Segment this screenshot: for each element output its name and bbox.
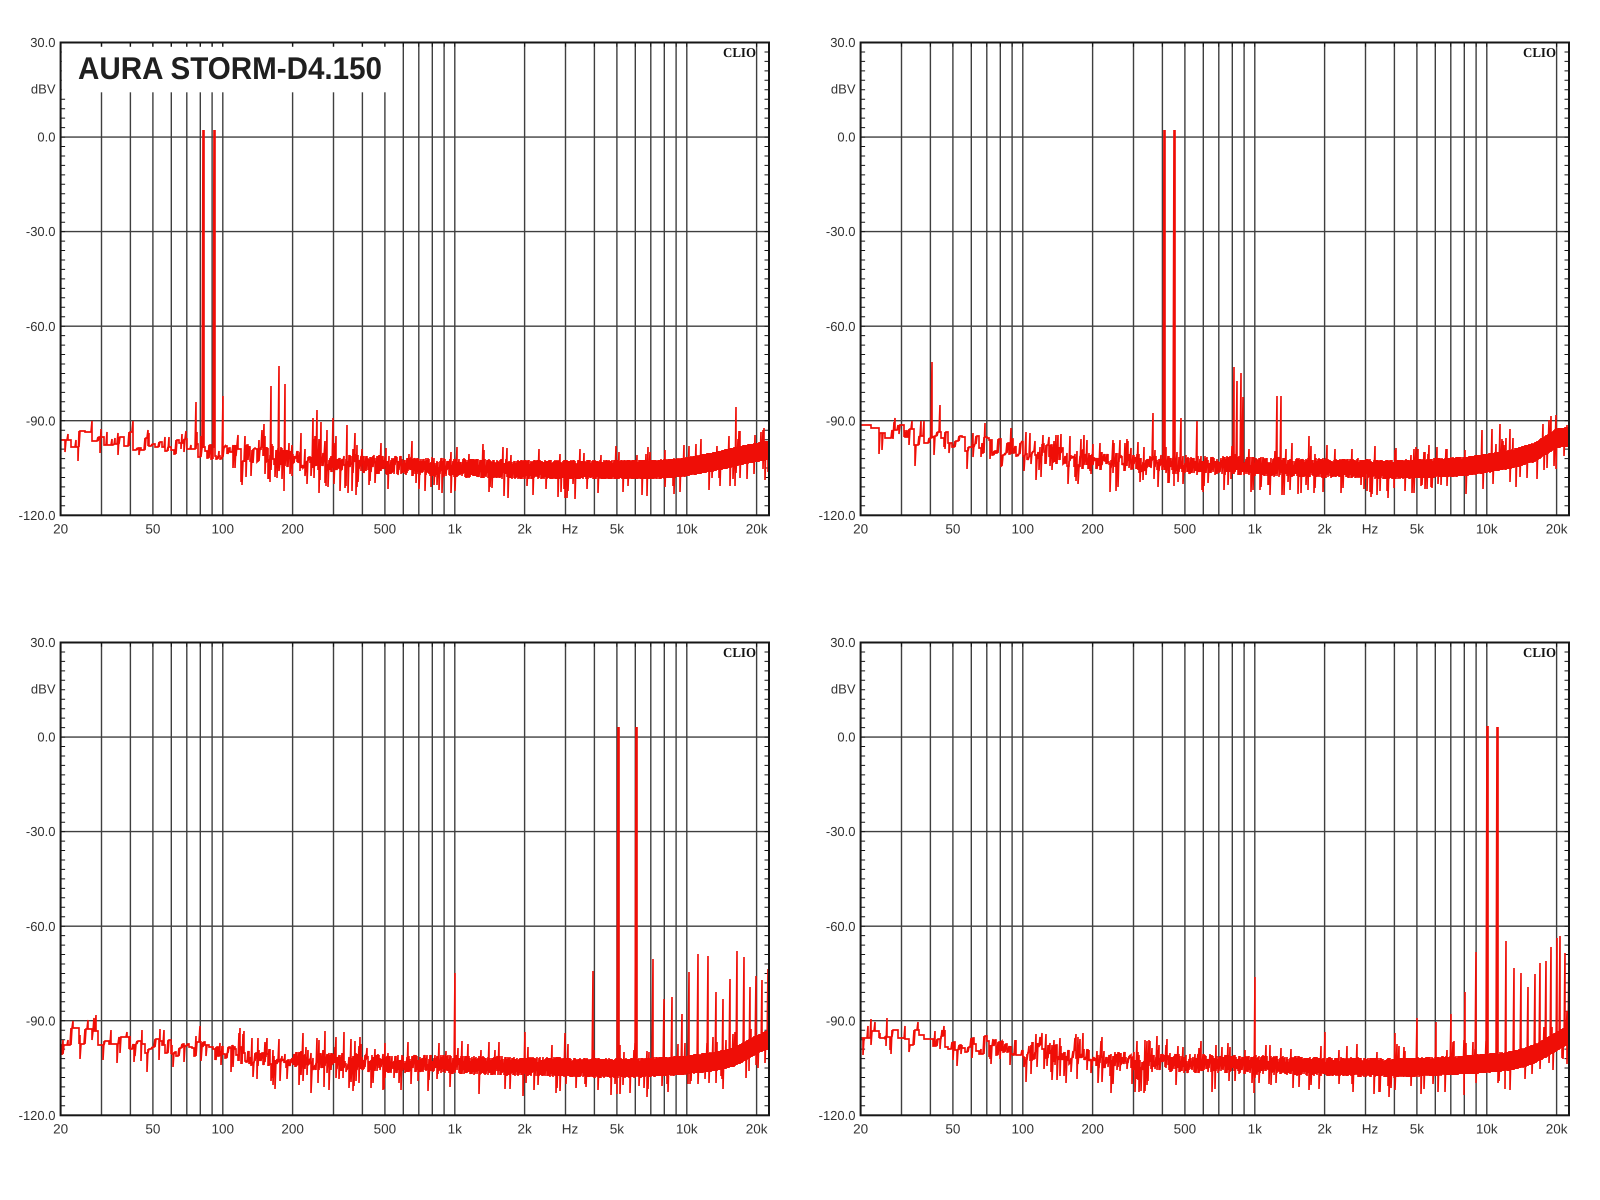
svg-text:1k: 1k	[1248, 522, 1263, 537]
svg-text:1k: 1k	[1248, 1122, 1263, 1137]
svg-text:-60.0: -60.0	[826, 319, 856, 334]
svg-text:CLIO: CLIO	[723, 45, 756, 60]
svg-text:20k: 20k	[746, 1122, 768, 1137]
svg-text:100: 100	[212, 1122, 235, 1137]
svg-text:2k: 2k	[1317, 1122, 1332, 1137]
svg-text:20: 20	[53, 1122, 68, 1137]
svg-text:5k: 5k	[1410, 1122, 1425, 1137]
svg-text:100: 100	[212, 522, 235, 537]
svg-text:50: 50	[145, 1122, 160, 1137]
svg-text:500: 500	[374, 522, 397, 537]
svg-text:-120.0: -120.0	[819, 1108, 856, 1123]
svg-text:30.0: 30.0	[830, 35, 855, 50]
svg-text:50: 50	[945, 1122, 960, 1137]
svg-text:200: 200	[1081, 1122, 1104, 1137]
svg-text:-120.0: -120.0	[819, 508, 856, 523]
svg-text:20k: 20k	[1546, 522, 1568, 537]
svg-text:CLIO: CLIO	[723, 645, 756, 660]
svg-text:200: 200	[1081, 522, 1104, 537]
svg-text:100: 100	[1012, 1122, 1035, 1137]
svg-text:CLIO: CLIO	[1523, 45, 1556, 60]
svg-text:30.0: 30.0	[30, 635, 55, 650]
svg-text:5k: 5k	[610, 522, 625, 537]
svg-text:AURA STORM-D4.150: AURA STORM-D4.150	[78, 50, 382, 86]
svg-text:0.0: 0.0	[37, 729, 55, 744]
svg-text:2k: 2k	[1317, 522, 1332, 537]
svg-text:500: 500	[1174, 522, 1197, 537]
svg-text:200: 200	[281, 1122, 304, 1137]
svg-text:dBV: dBV	[831, 82, 856, 97]
svg-text:Hz: Hz	[1362, 522, 1379, 537]
svg-text:30.0: 30.0	[30, 35, 55, 50]
svg-text:dBV: dBV	[31, 682, 56, 697]
svg-text:20: 20	[853, 522, 868, 537]
svg-text:Hz: Hz	[1362, 1122, 1379, 1137]
svg-text:20k: 20k	[746, 522, 768, 537]
svg-text:1k: 1k	[448, 522, 463, 537]
svg-text:20: 20	[53, 522, 68, 537]
svg-text:-90.0: -90.0	[26, 414, 56, 429]
svg-text:Hz: Hz	[562, 522, 579, 537]
svg-text:5k: 5k	[610, 1122, 625, 1137]
svg-text:-120.0: -120.0	[19, 1108, 56, 1123]
svg-text:50: 50	[945, 522, 960, 537]
svg-text:5k: 5k	[1410, 522, 1425, 537]
svg-text:-60.0: -60.0	[26, 919, 56, 934]
svg-text:30.0: 30.0	[830, 635, 855, 650]
svg-text:-30.0: -30.0	[826, 224, 856, 239]
svg-text:100: 100	[1012, 522, 1035, 537]
svg-text:dBV: dBV	[31, 82, 56, 97]
svg-text:2k: 2k	[517, 522, 532, 537]
svg-text:-30.0: -30.0	[26, 224, 56, 239]
svg-text:Hz: Hz	[562, 1122, 579, 1137]
svg-text:-60.0: -60.0	[826, 919, 856, 934]
svg-text:-90.0: -90.0	[826, 1014, 856, 1029]
svg-text:500: 500	[1174, 1122, 1197, 1137]
svg-text:1k: 1k	[448, 1122, 463, 1137]
svg-text:10k: 10k	[676, 522, 698, 537]
svg-text:10k: 10k	[1476, 522, 1498, 537]
svg-text:500: 500	[374, 1122, 397, 1137]
svg-text:2k: 2k	[517, 1122, 532, 1137]
svg-text:0.0: 0.0	[837, 729, 855, 744]
svg-text:20k: 20k	[1546, 1122, 1568, 1137]
svg-text:0.0: 0.0	[37, 129, 55, 144]
svg-text:-90.0: -90.0	[26, 1014, 56, 1029]
svg-text:CLIO: CLIO	[1523, 645, 1556, 660]
svg-text:-30.0: -30.0	[826, 824, 856, 839]
svg-text:0.0: 0.0	[837, 129, 855, 144]
svg-text:10k: 10k	[1476, 1122, 1498, 1137]
svg-text:-90.0: -90.0	[826, 414, 856, 429]
svg-text:50: 50	[145, 522, 160, 537]
svg-text:-30.0: -30.0	[26, 824, 56, 839]
svg-text:10k: 10k	[676, 1122, 698, 1137]
svg-text:-60.0: -60.0	[26, 319, 56, 334]
svg-text:dBV: dBV	[831, 682, 856, 697]
svg-text:20: 20	[853, 1122, 868, 1137]
svg-text:200: 200	[281, 522, 304, 537]
svg-text:-120.0: -120.0	[19, 508, 56, 523]
